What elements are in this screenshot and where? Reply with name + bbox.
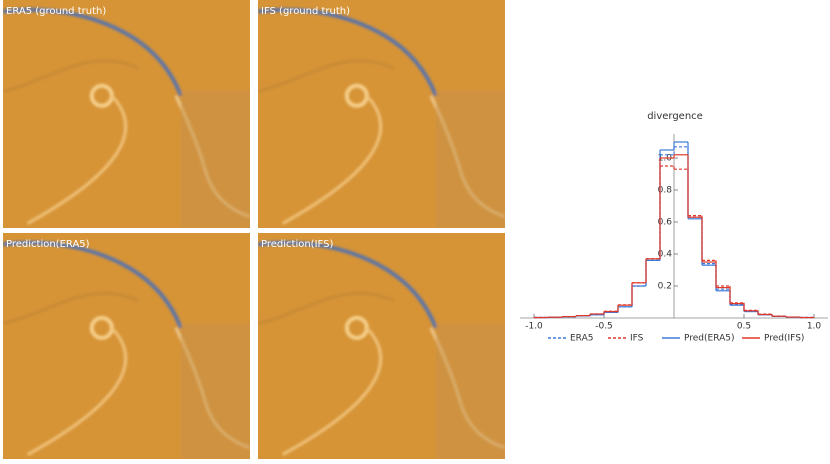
- land: [180, 91, 250, 228]
- swirl: [258, 291, 395, 325]
- swirl: [3, 59, 140, 93]
- swirl: [3, 291, 140, 325]
- cyclone-arm: [281, 94, 383, 225]
- panel-texture: [258, 240, 505, 459]
- y-tick-label: 0.6: [658, 218, 673, 228]
- series: [533, 154, 815, 319]
- panel-label: IFS (ground truth): [261, 6, 350, 17]
- y-tick-label: 0.8: [658, 186, 673, 196]
- swirl: [258, 59, 395, 93]
- weather-panel: [3, 0, 250, 228]
- coast-front: [3, 7, 183, 97]
- panels: ERA5 (ground truth) IFS (ground truth) Pre…: [3, 0, 505, 459]
- weather-panel: [258, 0, 505, 228]
- legend-label: ERA5: [570, 334, 593, 344]
- panel-texture: [258, 7, 505, 228]
- x-tick-label: -0.5: [595, 322, 613, 332]
- legend-label: Pred(IFS): [764, 334, 804, 344]
- panel-texture: [3, 240, 250, 459]
- weather-panel: [258, 233, 505, 459]
- x-tick-label: 1.0: [807, 322, 822, 332]
- panel-texture: [3, 7, 250, 228]
- histogram-chart: divergence -1.0 -0.5 0.5 1.00.20.40.60.81.0…: [520, 111, 828, 344]
- legend-label: IFS: [630, 334, 644, 344]
- chart-title: divergence: [647, 111, 703, 122]
- legend-label: Pred(ERA5): [684, 334, 735, 344]
- weather-panel: [3, 233, 250, 459]
- panel-label: Prediction(ERA5): [6, 239, 90, 250]
- land: [180, 323, 250, 459]
- panel-label: ERA5 (ground truth): [6, 6, 106, 17]
- coast-front: [258, 7, 438, 97]
- cyclone-arm: [26, 326, 128, 456]
- y-tick-label: 0.2: [658, 282, 672, 292]
- coast-front: [3, 240, 183, 329]
- x-tick-label: -1.0: [525, 322, 543, 332]
- y-tick-label: 0.4: [658, 250, 673, 260]
- cyclone-arm: [281, 326, 383, 456]
- panel-label: Prediction(IFS): [261, 239, 333, 250]
- x-tick-label: 0.5: [737, 322, 751, 332]
- coast-front: [258, 240, 438, 329]
- land: [435, 91, 505, 228]
- land: [435, 323, 505, 459]
- cyclone-arm: [26, 94, 128, 225]
